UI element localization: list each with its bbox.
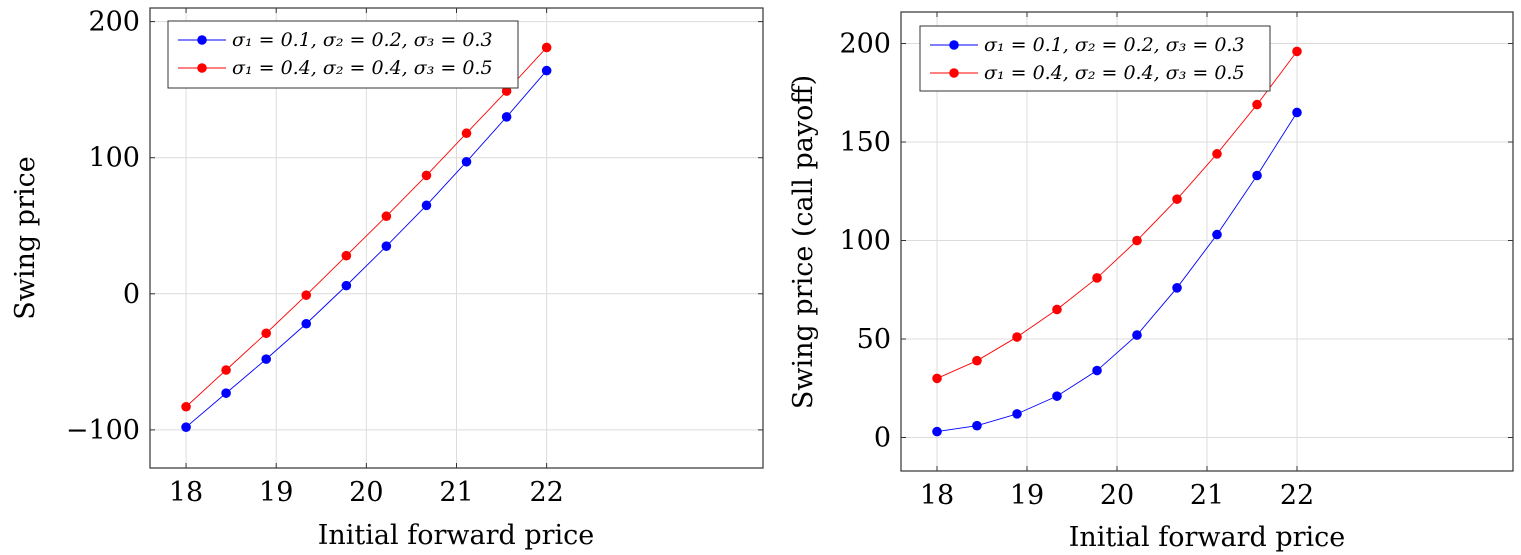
data-point (461, 128, 472, 139)
data-point (381, 241, 392, 251)
chart-1: 18 19 20 21 22 −100 0 100 200 Initial forward pri… (10, 7, 764, 551)
series-line-2 (185, 47, 547, 408)
legend-entry: σ₁ = 0.1, σ₂ = 0.2, σ₃ = 0.3 (984, 34, 1245, 56)
y-tick-label: 100 (88, 143, 140, 174)
data-point (1212, 229, 1222, 240)
y-tick-label: 200 (88, 7, 140, 38)
y-tick-label: −100 (66, 415, 140, 446)
data-point (341, 280, 352, 291)
data-point (501, 112, 512, 122)
series-line-1 (185, 70, 547, 428)
data-point (1052, 391, 1062, 401)
data-point (1092, 273, 1102, 283)
data-point (181, 422, 191, 432)
y-axis-label: Swing price (10, 156, 41, 319)
x-tick-label: 22 (1280, 480, 1314, 511)
x-tick-label: 20 (349, 477, 383, 508)
legend-box (919, 25, 1271, 92)
legend-box (167, 20, 519, 89)
y-tick-label: 50 (857, 324, 891, 355)
data-point (501, 86, 512, 96)
data-point (1292, 46, 1302, 57)
data-point (541, 65, 552, 76)
series-line-2 (936, 51, 1298, 379)
legend-entry: σ₁ = 0.1, σ₂ = 0.2, σ₃ = 0.3 (232, 29, 493, 51)
data-point (261, 328, 271, 339)
x-tick-label: 19 (259, 477, 293, 508)
data-point (261, 354, 271, 364)
legend-entry: σ₁ = 0.4, σ₂ = 0.4, σ₃ = 0.5 (984, 62, 1245, 84)
series-line-1 (936, 112, 1298, 433)
data-point (221, 388, 231, 398)
x-tick-label: 21 (1190, 480, 1224, 511)
legend-marker (949, 68, 959, 78)
y-tick-label: 0 (123, 279, 140, 310)
data-point (421, 200, 432, 211)
data-point (1132, 235, 1142, 246)
legend-entry: σ₁ = 0.4, σ₂ = 0.4, σ₃ = 0.5 (232, 57, 493, 79)
x-tick-label: 22 (529, 477, 563, 508)
legend-marker (949, 40, 959, 50)
data-point (1172, 194, 1182, 204)
data-point (181, 401, 191, 412)
x-tick-label: 20 (1100, 480, 1134, 511)
x-tick-label: 21 (439, 477, 473, 508)
data-point (341, 250, 352, 261)
data-point (1212, 149, 1222, 159)
legend: σ₁ = 0.1, σ₂ = 0.2, σ₃ = 0.3 σ₁ = 0.4, σ₂… (167, 20, 519, 89)
legend: σ₁ = 0.1, σ₂ = 0.2, σ₃ = 0.3 σ₁ = 0.4, σ₂… (919, 25, 1271, 92)
data-point (1012, 409, 1022, 419)
x-axis-label: Initial forward price (318, 520, 595, 551)
y-tick-label: 200 (839, 29, 891, 60)
y-tick-label: 100 (839, 226, 891, 257)
data-point (301, 290, 312, 300)
x-tick-label: 18 (920, 480, 954, 511)
data-point (932, 426, 942, 437)
y-tick-label: 150 (839, 127, 891, 158)
data-point (1012, 332, 1022, 342)
data-point (1172, 282, 1182, 293)
data-point (421, 170, 432, 181)
x-axis-label: Initial forward price (1069, 522, 1346, 553)
data-point (1252, 170, 1262, 181)
chart-2: 18 19 20 21 22 0 50 100 150 200 Initial forward pr… (788, 11, 1514, 553)
y-tick-label: 0 (874, 423, 891, 454)
data-point (301, 318, 312, 329)
data-point (381, 211, 392, 222)
data-point (1132, 330, 1142, 340)
data-point (221, 365, 231, 375)
data-point (1092, 365, 1102, 376)
x-tick-label: 18 (169, 477, 203, 508)
y-axis-label: Swing price (call payoff) (788, 75, 819, 409)
data-point (1292, 107, 1302, 118)
data-point (932, 373, 942, 384)
data-point (1052, 304, 1062, 315)
data-point (972, 355, 982, 366)
legend-marker (197, 63, 207, 73)
data-point (972, 420, 982, 431)
legend-marker (197, 35, 207, 45)
x-tick-label: 19 (1010, 480, 1044, 511)
data-point (461, 156, 472, 167)
data-point (541, 42, 552, 53)
data-point (1252, 99, 1262, 110)
